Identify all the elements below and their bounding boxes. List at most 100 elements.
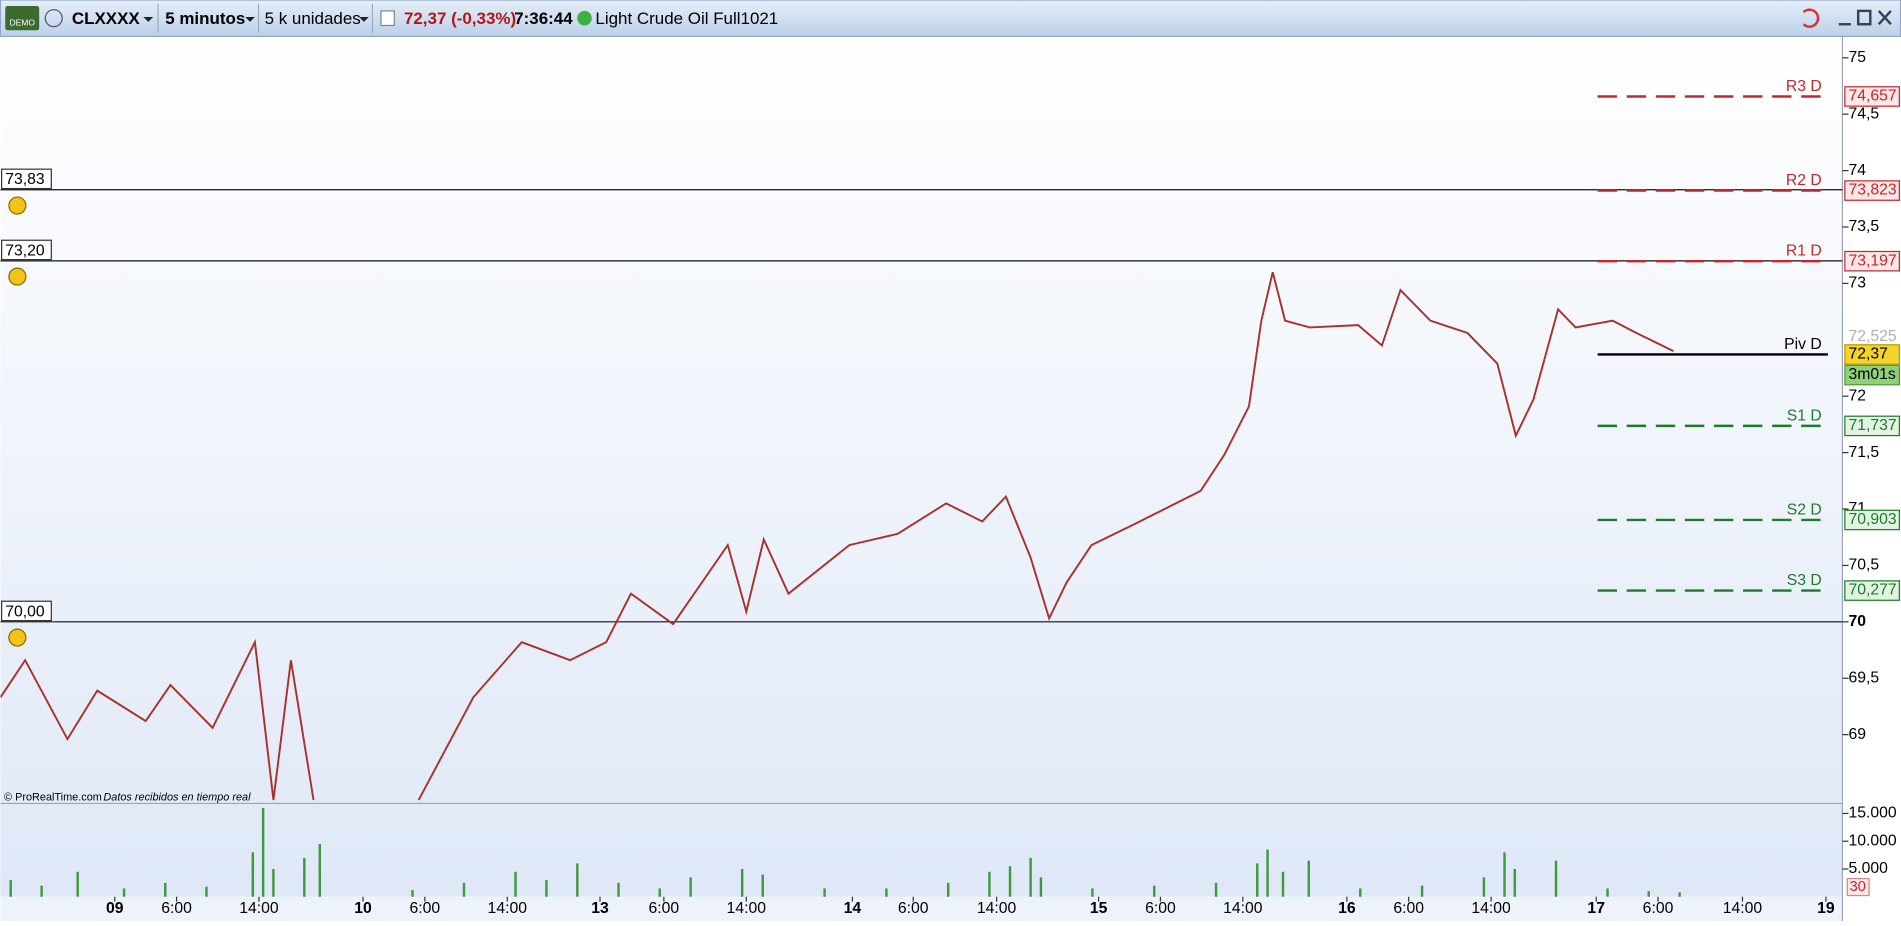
volume-bar — [1513, 868, 1517, 897]
dropdown-arrow — [245, 16, 255, 22]
x-tick-label: 14:00 — [1723, 900, 1763, 917]
pivot-name: Piv D — [1784, 336, 1822, 353]
volume-bar — [1039, 877, 1043, 897]
pivot-price-box — [1844, 509, 1900, 531]
alert-box — [1, 239, 52, 261]
symbol[interactable]: CLXXXX — [72, 9, 141, 28]
volume-bar — [303, 857, 306, 897]
x-tick-label: 10 — [354, 900, 372, 917]
x-tick-label: 17 — [1587, 900, 1605, 917]
current-price-box — [1844, 344, 1900, 365]
pivot-name: S3 D — [1787, 572, 1822, 589]
x-tick-label: 15 — [1090, 900, 1108, 917]
x-tick-label: 6:00 — [1643, 900, 1674, 917]
price-plot — [0, 271, 1674, 801]
volume-bar — [1008, 866, 1012, 897]
toolbar — [0, 0, 1901, 37]
dropdown-arrow — [143, 16, 154, 22]
demo-label: DEMO — [10, 17, 36, 27]
countdown-box — [1844, 364, 1900, 386]
pivot-name: S1 D — [1787, 407, 1822, 424]
countdown: 3m01s — [1848, 366, 1895, 383]
volume-bar — [761, 874, 764, 897]
alert-box — [1, 168, 52, 190]
volume-bar — [1307, 860, 1310, 897]
volume-bar — [122, 888, 126, 897]
x-tick-label: 09 — [106, 900, 124, 917]
link-icon[interactable] — [44, 9, 63, 28]
x-tick-label: 14:00 — [727, 900, 767, 917]
y-tick-label: 73,5 — [1848, 218, 1879, 235]
volume-bar — [462, 882, 466, 897]
sync-icon[interactable] — [1802, 8, 1820, 28]
volume-bar — [251, 852, 255, 897]
volume-bar — [1554, 860, 1558, 897]
volume-bar — [617, 882, 620, 897]
chart-background — [0, 36, 1843, 897]
current-price: 72,37 — [1848, 346, 1887, 363]
volume-bar — [658, 888, 661, 897]
y-tick-label: 74 — [1848, 162, 1866, 179]
volume-tick-label: 5.000 — [1848, 860, 1888, 877]
info-icon[interactable] — [380, 10, 395, 27]
volume-tick-label: 15.000 — [1848, 805, 1896, 822]
alert-bell — [8, 628, 27, 647]
volume-bar — [1503, 852, 1506, 897]
x-tick-label: 13 — [591, 900, 609, 917]
x-tick-label: 6:00 — [898, 900, 929, 917]
alert-label: 73,83 — [5, 171, 45, 188]
x-tick-label: 16 — [1338, 900, 1356, 917]
volume-bar — [740, 868, 744, 897]
volume-bar — [411, 890, 414, 897]
y-tick-label: 69 — [1848, 726, 1866, 743]
volume-bar — [1678, 892, 1681, 897]
alert-box — [1, 600, 52, 622]
pivot-name: R1 D — [1786, 243, 1822, 260]
x-tick-label: 6:00 — [1145, 900, 1176, 917]
volume-bar — [1647, 891, 1650, 897]
volume-bar — [261, 807, 265, 897]
clock: 7:36:44 — [514, 9, 573, 28]
pivot-price: 70,903 — [1848, 511, 1896, 528]
data-note: Datos recibidos en tiempo real — [103, 791, 251, 803]
volume-bar — [545, 880, 548, 897]
x-tick-label: 14 — [844, 900, 862, 917]
alert-bell — [8, 196, 27, 215]
x-tick-label: 14:00 — [1471, 900, 1511, 917]
volume-bar — [9, 880, 12, 897]
volume-bar — [1606, 888, 1609, 897]
volume-bar — [1029, 857, 1032, 897]
volume-bar — [1281, 871, 1285, 897]
volume-tick-label: 10.000 — [1848, 832, 1896, 849]
volume-bar — [885, 888, 888, 897]
x-tick-label: 14:00 — [488, 900, 528, 917]
volume-bar — [514, 871, 517, 897]
units[interactable]: 5 k unidades — [265, 9, 361, 28]
volume-bar — [1359, 888, 1362, 897]
pivot-price: 71,737 — [1848, 417, 1896, 434]
volume-bar — [1214, 882, 1218, 897]
volume-bar — [1482, 877, 1486, 897]
copyright: © ProRealTime.com — [4, 791, 102, 803]
instrument: Light Crude Oil Full1021 — [595, 9, 778, 28]
volume-bar — [689, 877, 692, 897]
volume-bar — [1091, 888, 1094, 897]
time-axis-background — [0, 896, 1843, 921]
demo-icon[interactable] — [5, 6, 40, 31]
volume-bar — [1153, 885, 1156, 897]
close-button[interactable] — [1877, 10, 1892, 26]
volume-bar — [76, 871, 79, 897]
price-change: 72,37 (-0,33%) — [404, 9, 516, 28]
y-tick-label: 73 — [1848, 275, 1866, 292]
y-tick-label: 69,5 — [1848, 669, 1879, 686]
maximize-button[interactable] — [1856, 9, 1872, 26]
dropdown-arrow — [359, 16, 369, 22]
alert-label: 70,00 — [5, 603, 45, 620]
price-line — [0, 271, 1674, 801]
timeframe[interactable]: 5 minutos — [165, 9, 245, 28]
pivot-name: R2 D — [1786, 172, 1822, 189]
pivot-price-box — [1844, 415, 1900, 437]
y-tick-label: 70,5 — [1848, 557, 1879, 574]
indicator-box — [1846, 877, 1870, 897]
